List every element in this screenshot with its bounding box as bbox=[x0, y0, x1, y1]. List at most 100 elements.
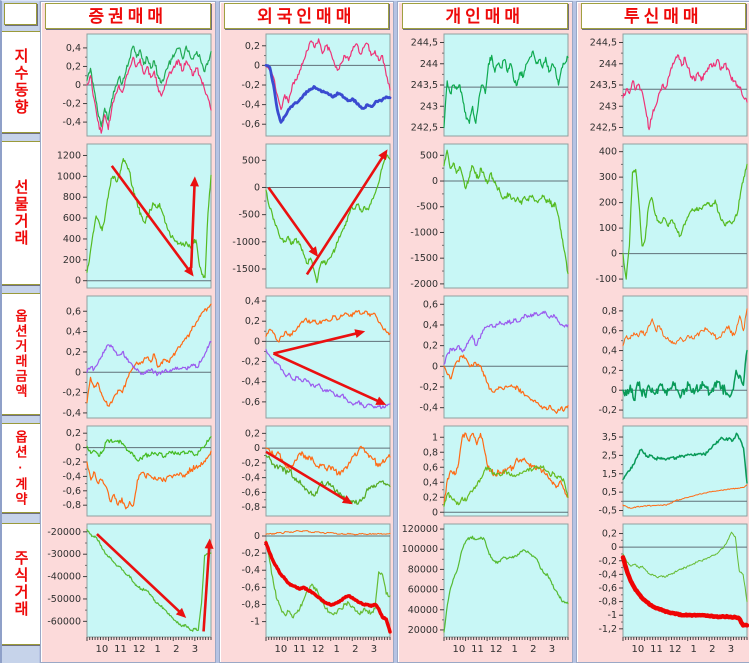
y-tick-label: 0,8 bbox=[423, 447, 438, 458]
y-tick-label: 0,2 bbox=[423, 492, 438, 503]
chart-individual-option-amount[interactable]: 0,60,40,20-0,2-0,4 bbox=[398, 292, 572, 422]
chart-foreigner-option-amount[interactable]: 0,40,20-0,2-0,4-0,6 bbox=[220, 292, 394, 422]
x-tick-label: 3 bbox=[370, 644, 376, 655]
chart-invest-trust-option-contracts[interactable]: 3,52,51,50,5-0,5 bbox=[577, 422, 749, 520]
column-title: 외국인매매 bbox=[257, 8, 355, 25]
y-tick-label: -0,2 bbox=[598, 556, 617, 567]
column-header-invest-trust[interactable]: 투신매매 bbox=[581, 3, 747, 29]
y-tick-label: 100 bbox=[598, 223, 616, 234]
x-tick-label: 11 bbox=[650, 644, 663, 655]
rail-corner-band bbox=[2, 1, 39, 27]
chart-individual-option-contracts[interactable]: 10,80,60,40,20 bbox=[398, 422, 572, 520]
column-header-securities[interactable]: 증권매매 bbox=[45, 3, 211, 29]
x-tick-label: 3 bbox=[727, 644, 733, 655]
column-header-foreigner[interactable]: 외국인매매 bbox=[224, 3, 390, 29]
chart-foreigner-index[interactable]: 0,20-0,2-0,4-0,6 bbox=[220, 30, 394, 140]
x-tick-label: 12 bbox=[311, 644, 324, 655]
y-tick-label: 0 bbox=[75, 443, 81, 454]
chart-invest-trust-option-amount[interactable]: 0,80,60,40,20-0,2 bbox=[577, 292, 749, 422]
x-tick-label: 12 bbox=[133, 644, 146, 655]
x-tick-label: 10 bbox=[96, 644, 109, 655]
y-tick-label: 0 bbox=[253, 336, 259, 347]
y-tick-label: 243,5 bbox=[411, 80, 438, 91]
y-tick-label: 0 bbox=[253, 182, 259, 193]
y-tick-label: 0 bbox=[432, 361, 438, 372]
x-tick-label: 3 bbox=[192, 644, 198, 655]
chart-securities-option-contracts[interactable]: 0,20-0,2-0,4-0,6-0,8 bbox=[41, 422, 215, 520]
x-tick-label: 2 bbox=[173, 644, 179, 655]
y-tick-label: -0,4 bbox=[419, 403, 438, 414]
y-tick-label: 0,4 bbox=[423, 477, 438, 488]
row-label-text: 옵션거래금액 bbox=[14, 309, 27, 399]
rail-band-5: 주식거래 bbox=[2, 517, 39, 661]
y-tick-label: 1 bbox=[432, 432, 438, 443]
y-tick-label: 60000 bbox=[408, 585, 438, 596]
y-tick-label: -0,6 bbox=[241, 582, 260, 593]
y-tick-label: 0 bbox=[253, 443, 259, 454]
y-tick-label: -500 bbox=[416, 202, 438, 213]
y-tick-label: 0,4 bbox=[66, 327, 81, 338]
y-tick-label: -0,4 bbox=[598, 569, 617, 580]
y-tick-label: -60000 bbox=[47, 616, 81, 627]
y-tick-label: 0,6 bbox=[66, 306, 81, 317]
y-tick-label: 500 bbox=[241, 155, 259, 166]
column-header-individual[interactable]: 개인매매 bbox=[402, 3, 568, 29]
x-tick-label: 1 bbox=[690, 644, 696, 655]
y-tick-label: 0,2 bbox=[423, 341, 438, 352]
chart-foreigner-option-contracts[interactable]: 0,20-0,2-0,4-0,6-0,8 bbox=[220, 422, 394, 520]
y-tick-label: 0,2 bbox=[601, 529, 616, 540]
y-tick-label: 120000 bbox=[402, 524, 438, 535]
y-tick-label: -0,8 bbox=[241, 502, 260, 513]
chart-securities-option-amount[interactable]: 0,60,40,20-0,2-0,4 bbox=[41, 292, 215, 422]
y-tick-label: 20000 bbox=[408, 625, 438, 636]
y-tick-label: -0,6 bbox=[241, 119, 260, 130]
y-tick-label: 243 bbox=[420, 101, 438, 112]
chart-foreigner-futures[interactable]: 5000-500-1000-1500 bbox=[220, 140, 394, 292]
y-tick-label: -0,6 bbox=[241, 487, 260, 498]
chart-securities-index[interactable]: 0,40,20-0,2-0,4 bbox=[41, 30, 215, 140]
y-tick-label: -1500 bbox=[410, 253, 438, 264]
y-tick-label: 100000 bbox=[402, 544, 438, 555]
y-tick-label: -100 bbox=[595, 274, 617, 285]
chart-individual-futures[interactable]: 5000-500-1000-1500-2000 bbox=[398, 140, 572, 292]
y-tick-label: 0,4 bbox=[66, 43, 81, 54]
y-tick-label: -1000 bbox=[410, 227, 438, 238]
y-tick-label: -0,8 bbox=[241, 599, 260, 610]
x-tick-label: 3 bbox=[549, 644, 555, 655]
y-tick-label: 0,6 bbox=[423, 299, 438, 310]
y-tick-label: -0,2 bbox=[241, 458, 260, 469]
y-tick-label: 0,8 bbox=[601, 306, 616, 317]
x-tick-label: 2 bbox=[352, 644, 358, 655]
